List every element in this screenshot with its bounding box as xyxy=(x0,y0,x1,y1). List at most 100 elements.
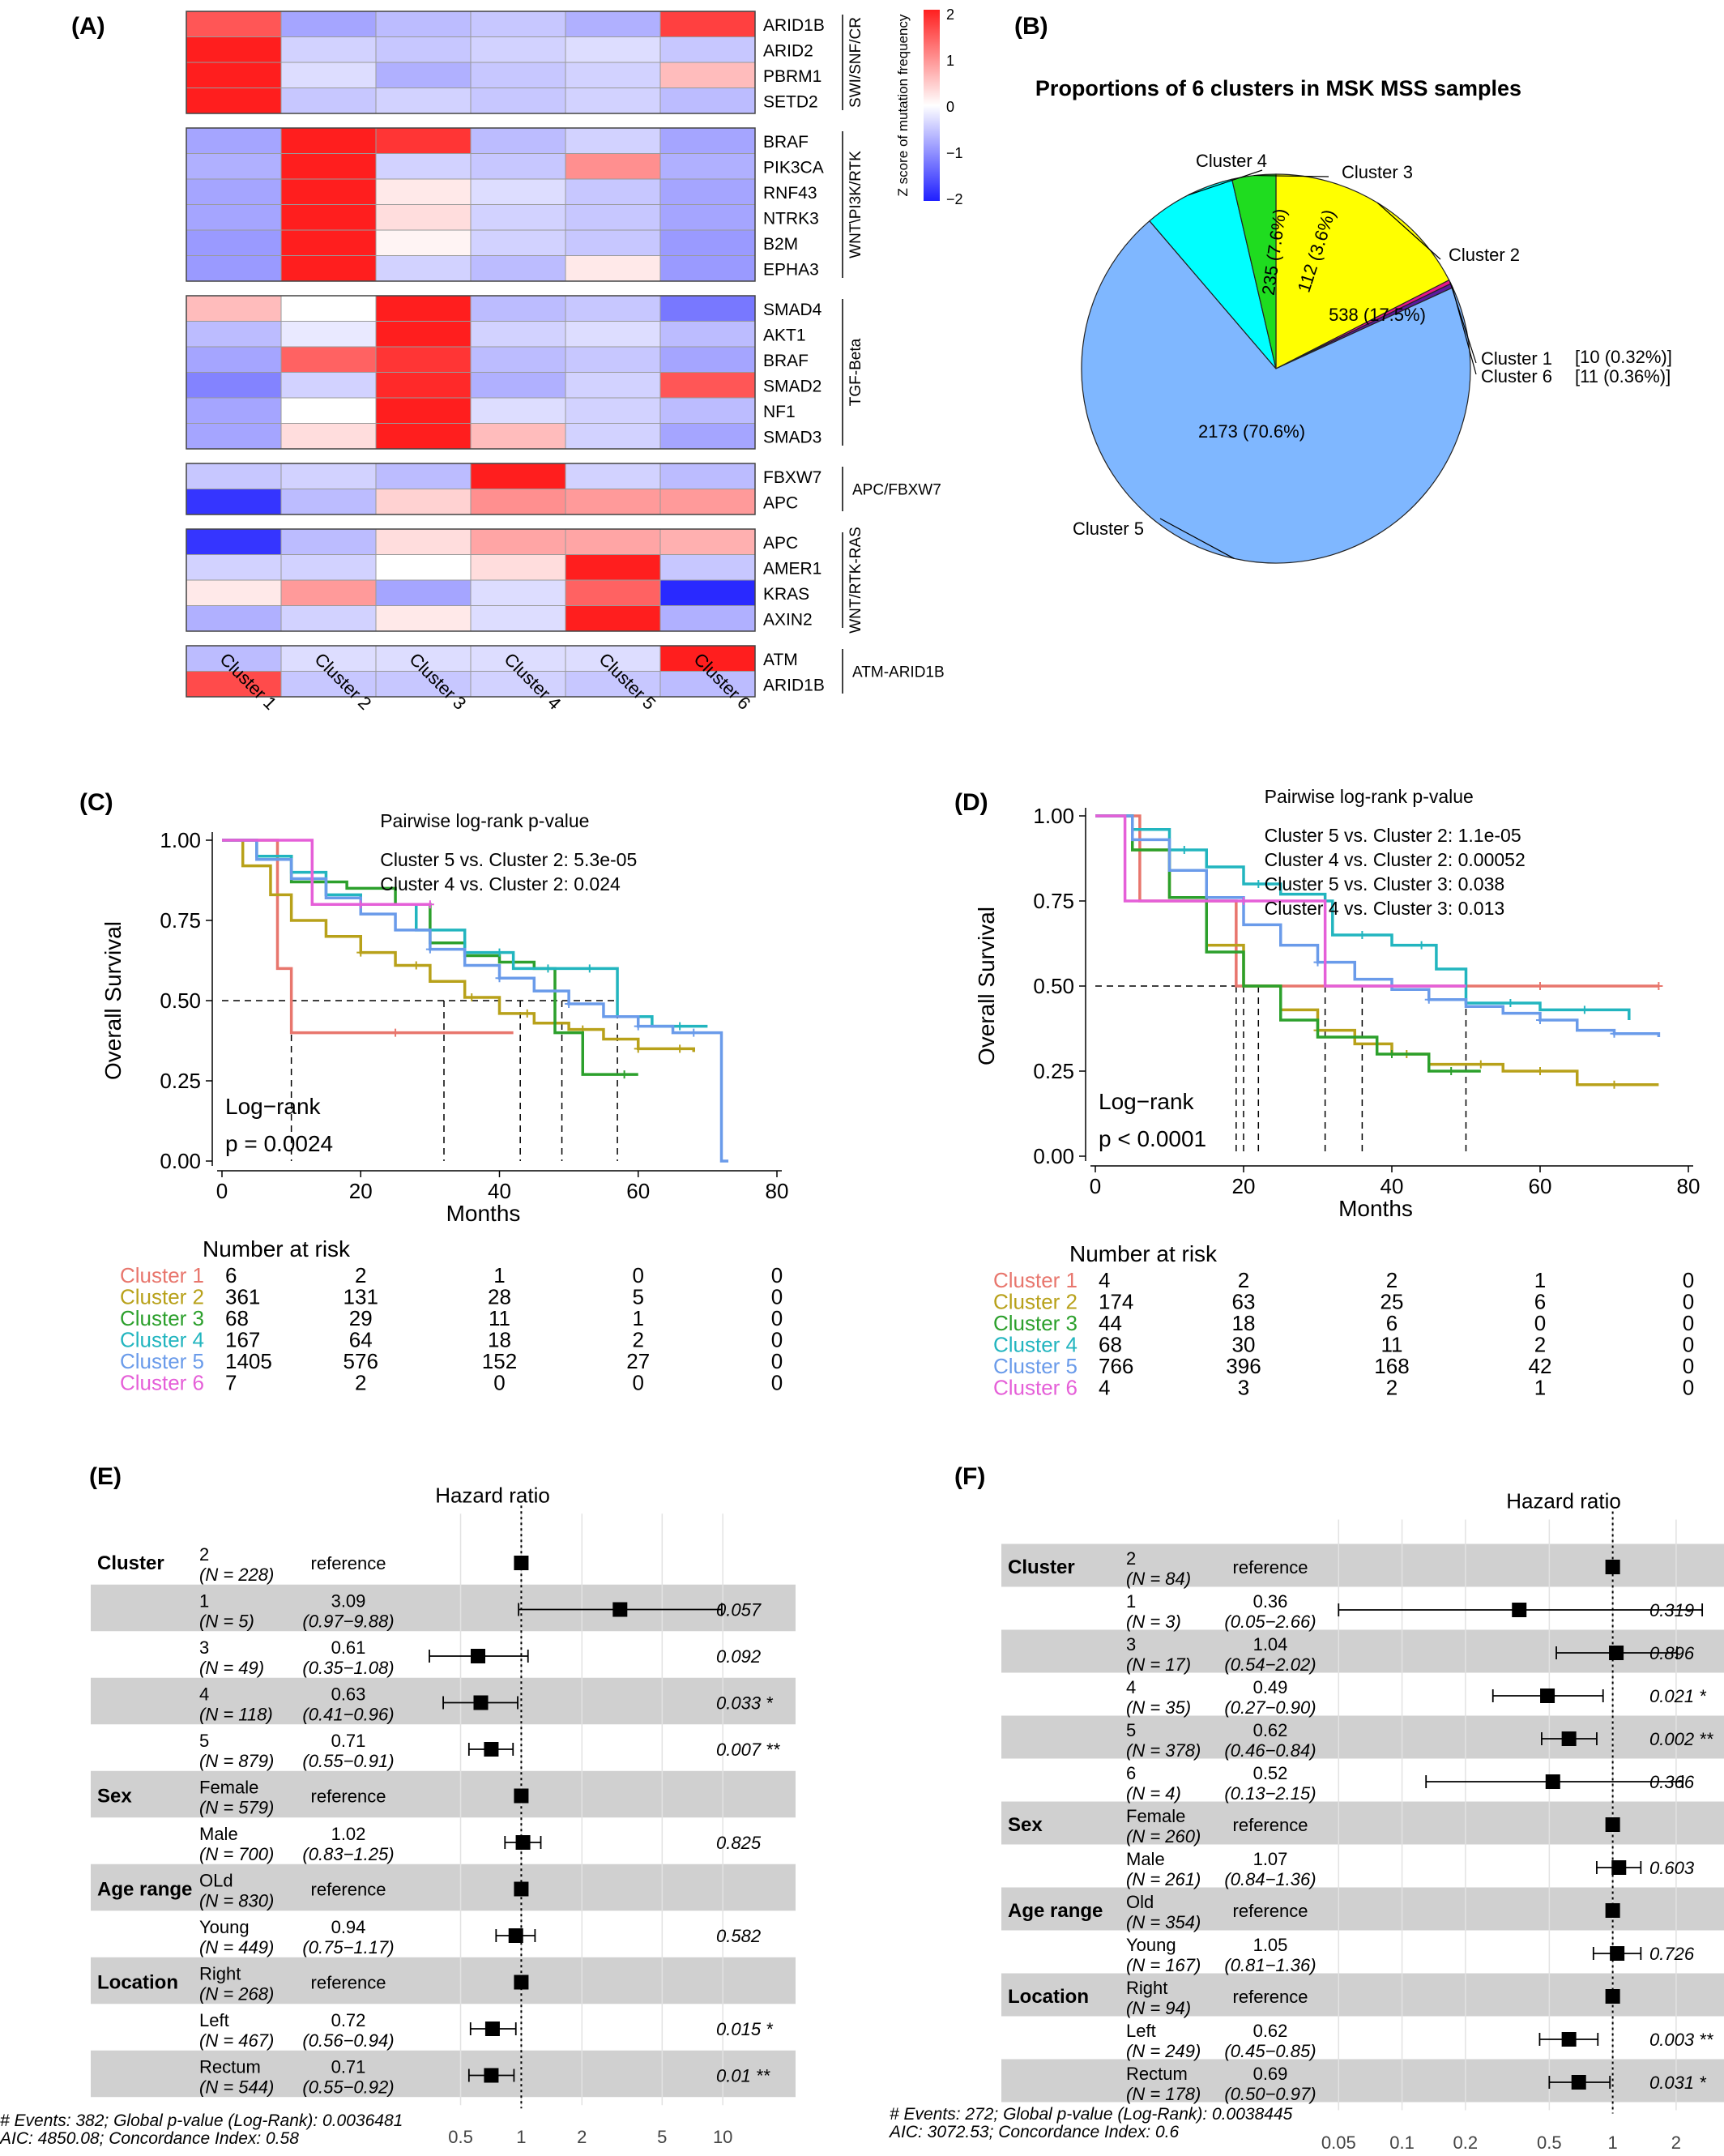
heatmap-cell xyxy=(470,645,566,672)
heatmap-row-label: SMAD2 xyxy=(763,377,821,395)
annotation-line: Cluster 4 vs. Cluster 2: 0.00052 xyxy=(1265,849,1526,870)
forest-point-estimate xyxy=(1609,1646,1624,1660)
forest-n-label: (N = 49) xyxy=(199,1658,264,1678)
forest-p-value: 0.582 xyxy=(716,1926,761,1946)
heatmap-group-label: TGF-Beta xyxy=(847,338,864,406)
heatmap-cell xyxy=(470,554,566,581)
heatmap-cell xyxy=(186,204,282,231)
forest-ci: (0.83−1.25) xyxy=(302,1844,394,1864)
forest-point-estimate xyxy=(471,1649,486,1663)
heatmap-cell xyxy=(565,88,661,114)
forest-ci: (0.97−9.88) xyxy=(302,1612,394,1632)
heatmap-row-label: B2M xyxy=(763,235,798,254)
heatmap-cell xyxy=(186,579,282,606)
forest-level-label: Old xyxy=(1126,1892,1154,1912)
heatmap-cell xyxy=(470,423,566,450)
censor-mark xyxy=(1610,1080,1619,1089)
heatmap-cell xyxy=(375,489,472,515)
risk-table-value: 0 xyxy=(1683,1268,1694,1292)
risk-table-value: 68 xyxy=(225,1306,249,1330)
heatmap-group-label: ATM-ARID1B xyxy=(852,664,945,681)
forest-level-label: Male xyxy=(199,1824,238,1844)
risk-table-value: 396 xyxy=(1226,1354,1261,1378)
heatmap-cell xyxy=(186,295,282,322)
heatmap-row-label: SETD2 xyxy=(763,92,818,111)
heatmap-cell xyxy=(186,554,282,581)
risk-table-row-label: Cluster 1 xyxy=(120,1263,204,1287)
panel-label: (F) xyxy=(954,1463,985,1490)
heatmap-row-label: BRAF xyxy=(763,133,809,152)
censor-mark xyxy=(676,1022,685,1031)
heatmap-cell xyxy=(280,229,377,256)
forest-n-label: (N = 260) xyxy=(1126,1826,1201,1846)
heatmap-cell xyxy=(280,645,377,672)
forest-level-label: 2 xyxy=(199,1544,209,1565)
risk-table-value: 6 xyxy=(1534,1290,1546,1314)
heatmap-cell xyxy=(659,295,756,322)
censor-mark xyxy=(1506,999,1515,1007)
forest-p-value: 0.825 xyxy=(716,1833,762,1853)
forest-ci: (0.56−0.94) xyxy=(302,2030,394,2051)
heatmap-cell xyxy=(186,153,282,180)
pie-cluster-label: Cluster 2 xyxy=(1449,245,1520,265)
forest-footer-text: # Events: 272; Global p-value (Log-Rank)… xyxy=(890,2105,1293,2124)
forest-n-label: (N = 118) xyxy=(199,1705,273,1725)
heatmap-row-label: APC xyxy=(763,534,798,553)
heatmap-cell xyxy=(280,423,377,450)
forest-n-label: (N = 830) xyxy=(199,1891,274,1911)
heatmap-group-label: APC/FBXW7 xyxy=(852,482,941,499)
forest-ci: (0.54−2.02) xyxy=(1224,1654,1316,1675)
pie-cluster-label: Cluster 1 xyxy=(1481,348,1552,369)
censor-mark xyxy=(467,993,476,1002)
risk-table-value: 28 xyxy=(488,1285,511,1309)
forest-level-label: Left xyxy=(1126,2021,1156,2041)
risk-table-value: 0 xyxy=(771,1306,783,1330)
forest-n-label: (N = 228) xyxy=(199,1565,274,1585)
risk-table-value: 11 xyxy=(1381,1333,1403,1357)
forest-estimate: 0.63 xyxy=(331,1684,366,1705)
censor-mark xyxy=(1654,982,1663,990)
heatmap-cell xyxy=(280,554,377,581)
forest-level-label: Female xyxy=(1126,1806,1185,1826)
forest-x-tick-label: 0.1 xyxy=(1389,2133,1415,2153)
heatmap-cell xyxy=(470,489,566,515)
heatmap-cell xyxy=(565,11,661,37)
forest-estimate: 0.94 xyxy=(331,1917,366,1937)
forest-ci: (0.13−2.15) xyxy=(1224,1783,1316,1804)
forest-estimate: 3.09 xyxy=(331,1591,366,1612)
pie-cluster-label: Cluster 3 xyxy=(1342,162,1413,182)
colorbar-tick-label: −1 xyxy=(946,145,963,161)
heatmap-cell xyxy=(659,127,756,154)
forest-level-label: Right xyxy=(199,1964,241,1984)
risk-table-value: 4 xyxy=(1099,1268,1110,1292)
forest-p-value: 0.031 * xyxy=(1649,2073,1707,2093)
forest-n-label: (N = 35) xyxy=(1126,1697,1191,1718)
risk-table-value: 766 xyxy=(1099,1354,1133,1378)
forest-variable-label: Cluster xyxy=(97,1552,164,1574)
risk-table-value: 0 xyxy=(1683,1311,1694,1335)
heatmap-cell xyxy=(375,255,472,282)
heatmap-cell xyxy=(565,346,661,373)
heatmap-cell xyxy=(375,229,472,256)
heatmap-cell xyxy=(659,321,756,348)
heatmap-cell xyxy=(375,153,472,180)
heatmap-cell xyxy=(565,255,661,282)
survival-curve xyxy=(222,839,729,1163)
heatmap-cell xyxy=(280,62,377,88)
heatmap-cell xyxy=(470,346,566,373)
heatmap-cell xyxy=(565,423,661,450)
forest-row-band xyxy=(1001,1973,1724,2017)
annotation-line: Cluster 5 vs. Cluster 2: 1.1e-05 xyxy=(1265,825,1521,846)
heatmap-row-label: ARID2 xyxy=(763,41,813,60)
forest-row-band xyxy=(91,2050,796,2098)
y-axis-title: Overall Survival xyxy=(100,921,126,1080)
forest-ci: (0.35−1.08) xyxy=(302,1658,394,1678)
forest-estimate: reference xyxy=(1233,1901,1308,1921)
risk-table-value: 0 xyxy=(1683,1333,1694,1357)
heatmap-cell xyxy=(659,489,756,515)
forest-row-band xyxy=(1001,2059,1724,2103)
forest-estimate: 0.72 xyxy=(331,2010,366,2030)
forest-estimate: 1.04 xyxy=(1253,1634,1288,1654)
